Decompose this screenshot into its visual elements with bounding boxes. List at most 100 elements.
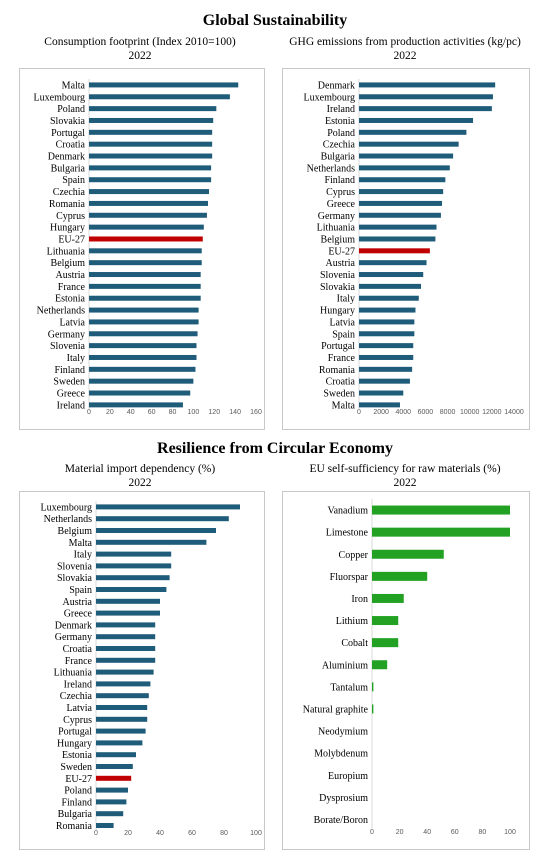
bar-poland [359, 129, 467, 135]
bar-netherlands [96, 516, 229, 522]
bar-eu-27 [359, 248, 430, 254]
bar-germany [96, 634, 156, 640]
category-label-netherlands: Netherlands [307, 163, 355, 174]
category-label-luxembourg: Luxembourg [34, 92, 85, 103]
x-tick-label: 14000 [504, 409, 524, 416]
bar-eu-27 [89, 236, 203, 242]
bar-ireland [359, 106, 492, 112]
bar-slovakia [359, 283, 421, 289]
category-label-cyprus: Cyprus [63, 715, 92, 726]
bar-austria [359, 260, 427, 266]
x-tick-label: 12000 [482, 409, 502, 416]
category-label-sweden: Sweden [53, 377, 85, 388]
category-label-slovenia: Slovenia [57, 561, 93, 572]
bar-sweden [359, 390, 404, 396]
x-tick-label: 0 [357, 409, 361, 416]
bar-slovakia [96, 575, 170, 581]
category-label-estonia: Estonia [325, 116, 356, 127]
chart-subtitle-text: 2022 [128, 50, 152, 62]
category-label-estonia: Estonia [55, 294, 86, 305]
category-label-finland: Finland [324, 175, 355, 186]
x-tick-label: 100 [250, 830, 262, 837]
chart-self-sufficiency: 0 20 40 60 80 100 Vanadium Limestone Copper Fluor… [303, 499, 516, 836]
bar-sweden [89, 378, 194, 384]
bar-czechia [359, 141, 459, 147]
bar-greece [96, 610, 160, 616]
category-label-ireland: Ireland [57, 400, 85, 411]
bar-croatia [359, 378, 410, 384]
bar-portugal [89, 129, 213, 135]
x-tick-label: 0 [94, 830, 98, 837]
bar-italy [359, 295, 419, 301]
category-label-austria: Austria [63, 597, 93, 608]
x-tick-label: 40 [423, 829, 431, 836]
x-tick-label: 20 [106, 409, 114, 416]
category-label-germany: Germany [48, 329, 85, 340]
category-label-eu-27: EU-27 [328, 246, 355, 257]
section-title-global: Global Sustainability [202, 12, 348, 29]
bar-bulgaria [359, 153, 454, 159]
category-label-croatia: Croatia [326, 377, 356, 388]
category-label-eu-27: EU-27 [65, 774, 92, 785]
bar-austria [89, 272, 201, 278]
bar-denmark [359, 82, 496, 88]
bar-portugal [359, 343, 414, 349]
x-tick-label: 20 [396, 829, 404, 836]
bar-germany [359, 212, 441, 218]
bar-greece [89, 390, 191, 396]
category-label-malta: Malta [62, 80, 86, 91]
category-label-poland: Poland [327, 128, 355, 139]
x-tick-label: 80 [479, 829, 487, 836]
x-tick-label: 60 [148, 409, 156, 416]
x-tick-label: 120 [208, 409, 220, 416]
category-label-denmark: Denmark [318, 80, 355, 91]
bar-slovakia [89, 117, 214, 123]
x-tick-label: 60 [451, 829, 459, 836]
bar-portugal [96, 728, 146, 734]
category-label-czechia: Czechia [53, 187, 86, 198]
bar-fluorspar [372, 571, 428, 581]
bar-cobalt [372, 638, 399, 648]
x-tick-label: 0 [87, 409, 91, 416]
bar-belgium [96, 528, 216, 533]
category-label-hungary: Hungary [50, 223, 85, 234]
x-tick-label: 100 [188, 409, 200, 416]
category-label-slovenia: Slovenia [320, 270, 356, 281]
category-label-ireland: Ireland [64, 679, 92, 690]
bar-austria [96, 598, 160, 604]
bar-iron [372, 593, 404, 603]
bar-france [96, 657, 156, 663]
category-label-spain: Spain [69, 585, 92, 596]
bar-luxembourg [359, 94, 493, 100]
bar-finland [96, 799, 127, 805]
category-label-denmark: Denmark [55, 620, 92, 631]
chart-subtitle-text: 2022 [128, 477, 152, 489]
x-tick-label: 100 [504, 829, 516, 836]
chart-material-import-dependency: 0 20 40 60 80 100 LuxembourgNetherlandsBelgium… [41, 501, 262, 837]
bar-italy [96, 551, 172, 557]
bar-ireland [96, 681, 151, 687]
bar-belgium [359, 236, 436, 242]
category-label-spain: Spain [332, 329, 355, 340]
category-label-latvia: Latvia [329, 317, 355, 328]
category-label-tantalum: Tantalum [330, 682, 368, 693]
chart-title-material-import: Material import dependency (%) 2022 [20, 462, 260, 490]
category-label-croatia: Croatia [56, 140, 86, 151]
category-label-limestone: Limestone [326, 528, 369, 539]
bar-romania [89, 200, 208, 206]
category-label-belgium: Belgium [321, 234, 356, 245]
category-label-italy: Italy [74, 550, 92, 561]
category-label-bulgaria: Bulgaria [58, 809, 93, 820]
x-tick-label: 40 [156, 830, 164, 837]
category-label-malta: Malta [69, 538, 93, 549]
category-label-lithuania: Lithuania [47, 246, 86, 257]
bar-latvia [359, 319, 415, 325]
bar-poland [96, 787, 128, 793]
category-label-sweden: Sweden [323, 389, 355, 400]
bar-natural-graphite [372, 704, 374, 714]
category-label-vanadium: Vanadium [327, 506, 368, 517]
x-tick-label: 20 [124, 830, 132, 837]
bar-lithuania [359, 224, 437, 230]
category-label-copper: Copper [339, 550, 369, 561]
category-label-eu-27: EU-27 [58, 234, 85, 245]
